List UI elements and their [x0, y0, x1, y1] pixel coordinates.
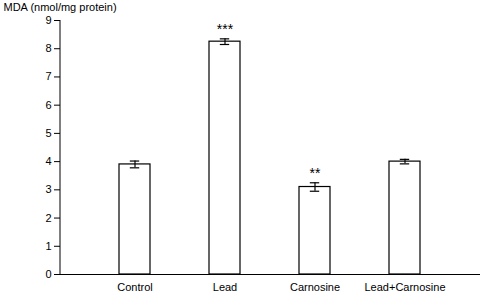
svg-text:Lead: Lead — [213, 281, 237, 293]
svg-text:Carnosine: Carnosine — [290, 281, 340, 293]
svg-text:7: 7 — [45, 70, 51, 82]
svg-text:3: 3 — [45, 183, 51, 195]
svg-text:6: 6 — [45, 99, 51, 111]
svg-text:2: 2 — [45, 212, 51, 224]
svg-text:1: 1 — [45, 240, 51, 252]
svg-text:Lead+Carnosine: Lead+Carnosine — [364, 281, 445, 293]
svg-text:**: ** — [310, 165, 321, 181]
svg-text:4: 4 — [45, 155, 51, 167]
svg-text:5: 5 — [45, 127, 51, 139]
svg-text:Control: Control — [117, 281, 152, 293]
svg-text:8: 8 — [45, 42, 51, 54]
svg-text:9: 9 — [45, 14, 51, 26]
svg-text:***: *** — [217, 21, 234, 37]
svg-text:0: 0 — [45, 268, 51, 280]
svg-text:MDA (nmol/mg protein): MDA (nmol/mg protein) — [4, 1, 117, 13]
